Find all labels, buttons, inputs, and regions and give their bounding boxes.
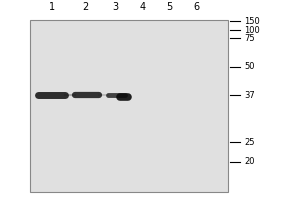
Text: 6: 6: [194, 2, 200, 12]
Text: 3: 3: [112, 2, 118, 12]
Text: 20: 20: [244, 157, 255, 166]
Text: 37: 37: [244, 91, 255, 100]
Text: 5: 5: [167, 2, 172, 12]
Text: 150: 150: [244, 17, 260, 26]
Text: 100: 100: [244, 26, 260, 35]
Text: 2: 2: [82, 2, 88, 12]
Bar: [30, 20, 228, 192]
Text: 50: 50: [244, 62, 255, 71]
Text: 1: 1: [50, 2, 56, 12]
Text: 75: 75: [244, 34, 255, 43]
Text: 25: 25: [244, 138, 255, 147]
Text: 4: 4: [140, 2, 146, 12]
